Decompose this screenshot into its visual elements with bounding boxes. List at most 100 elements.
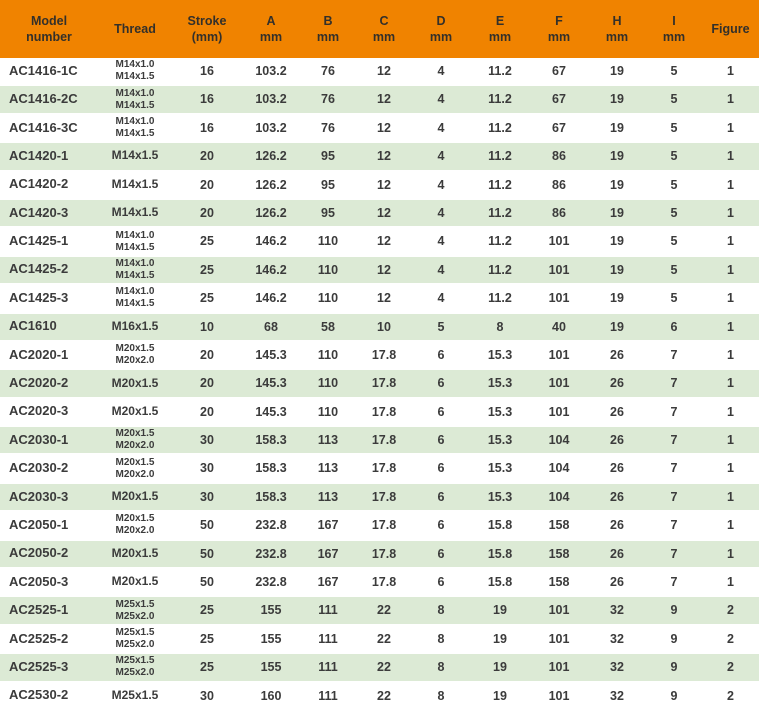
cell-h: 32 <box>588 596 646 626</box>
column-header-e: E mm <box>470 0 530 58</box>
cell-b: 110 <box>300 369 356 399</box>
cell-thread: M20x1.5 <box>98 482 172 513</box>
cell-h: 19 <box>588 255 646 286</box>
cell-figure: 1 <box>702 227 759 257</box>
column-header-b: B mm <box>300 0 356 58</box>
cell-f: 86 <box>530 170 588 200</box>
cell-model: AC2020-2 <box>0 369 98 399</box>
cell-figure: 1 <box>702 113 759 144</box>
cell-thread: M20x1.5 <box>98 369 172 399</box>
cell-a: 158.3 <box>242 426 300 456</box>
cell-model: AC1416-3C <box>0 113 98 144</box>
cell-e: 15.3 <box>470 482 530 513</box>
cell-b: 111 <box>300 653 356 683</box>
table-row: AC2525-1 M25x1.5 M25x2.0 25 155 111 22 8 19 101 3… <box>0 596 759 626</box>
cell-thread: M14x1.5 <box>98 142 172 172</box>
cell-i: 5 <box>646 284 702 314</box>
cell-h: 19 <box>588 142 646 172</box>
cell-e: 19 <box>470 596 530 626</box>
cell-figure: 1 <box>702 482 759 513</box>
cell-i: 7 <box>646 482 702 513</box>
column-header-stroke: Stroke (mm) <box>172 0 242 58</box>
cell-stroke: 20 <box>172 170 242 200</box>
cell-f: 158 <box>530 568 588 598</box>
cell-thread: M14x1.0 M14x1.5 <box>98 284 172 314</box>
cell-model: AC1416-2C <box>0 85 98 115</box>
cell-d: 8 <box>412 681 470 711</box>
cell-d: 4 <box>412 85 470 115</box>
cell-a: 103.2 <box>242 85 300 115</box>
cell-b: 110 <box>300 340 356 371</box>
cell-d: 4 <box>412 227 470 257</box>
cell-figure: 1 <box>702 568 759 598</box>
cell-thread: M25x1.5 M25x2.0 <box>98 596 172 626</box>
cell-e: 11.2 <box>470 58 530 87</box>
column-header-thread: Thread <box>98 0 172 58</box>
table-row: AC2525-2 M25x1.5 M25x2.0 25 155 111 22 8 19 101 3… <box>0 624 759 655</box>
cell-figure: 2 <box>702 681 759 711</box>
cell-e: 19 <box>470 653 530 683</box>
cell-figure: 2 <box>702 596 759 626</box>
table-row: AC1420-3 M14x1.5 20 126.2 95 12 4 11.2 86 19 5 1 <box>0 198 759 229</box>
cell-c: 22 <box>356 653 412 683</box>
column-header-model: Model number <box>0 0 98 58</box>
cell-i: 5 <box>646 58 702 87</box>
cell-stroke: 50 <box>172 539 242 570</box>
cell-figure: 1 <box>702 58 759 87</box>
cell-stroke: 30 <box>172 482 242 513</box>
cell-f: 104 <box>530 482 588 513</box>
cell-h: 19 <box>588 85 646 115</box>
cell-b: 111 <box>300 624 356 655</box>
cell-h: 19 <box>588 312 646 342</box>
column-header-i: I mm <box>646 0 702 58</box>
cell-c: 17.8 <box>356 511 412 541</box>
cell-model: AC1425-3 <box>0 284 98 314</box>
cell-d: 4 <box>412 142 470 172</box>
cell-thread: M14x1.0 M14x1.5 <box>98 227 172 257</box>
cell-thread: M16x1.5 <box>98 312 172 342</box>
cell-f: 101 <box>530 596 588 626</box>
cell-d: 6 <box>412 340 470 371</box>
cell-i: 7 <box>646 340 702 371</box>
cell-model: AC2525-1 <box>0 596 98 626</box>
cell-stroke: 16 <box>172 58 242 87</box>
cell-d: 4 <box>412 113 470 144</box>
cell-h: 26 <box>588 482 646 513</box>
cell-i: 5 <box>646 227 702 257</box>
cell-c: 17.8 <box>356 397 412 428</box>
cell-i: 5 <box>646 255 702 286</box>
cell-f: 104 <box>530 454 588 484</box>
cell-a: 232.8 <box>242 568 300 598</box>
cell-e: 11.2 <box>470 227 530 257</box>
cell-f: 67 <box>530 113 588 144</box>
cell-thread: M20x1.5 M20x2.0 <box>98 426 172 456</box>
cell-stroke: 25 <box>172 653 242 683</box>
cell-thread: M14x1.0 M14x1.5 <box>98 113 172 144</box>
cell-thread: M20x1.5 M20x2.0 <box>98 511 172 541</box>
cell-e: 11.2 <box>470 198 530 229</box>
cell-figure: 1 <box>702 170 759 200</box>
cell-thread: M14x1.5 <box>98 198 172 229</box>
table-row: AC2020-2 M20x1.5 20 145.3 110 17.8 6 15.3 101 26 7… <box>0 369 759 399</box>
table-row: AC2030-1 M20x1.5 M20x2.0 30 158.3 113 17.8 6 15… <box>0 426 759 456</box>
cell-c: 12 <box>356 58 412 87</box>
header-row: Model number Thread Stroke (mm) A mm B mm C m… <box>0 0 759 58</box>
cell-b: 167 <box>300 568 356 598</box>
cell-h: 19 <box>588 58 646 87</box>
cell-figure: 1 <box>702 142 759 172</box>
cell-f: 101 <box>530 681 588 711</box>
cell-a: 145.3 <box>242 397 300 428</box>
cell-b: 95 <box>300 170 356 200</box>
cell-figure: 1 <box>702 312 759 342</box>
cell-figure: 1 <box>702 85 759 115</box>
cell-e: 11.2 <box>470 113 530 144</box>
cell-thread: M20x1.5 <box>98 568 172 598</box>
cell-f: 101 <box>530 653 588 683</box>
cell-i: 5 <box>646 113 702 144</box>
cell-h: 26 <box>588 511 646 541</box>
cell-stroke: 16 <box>172 85 242 115</box>
cell-model: AC1610 <box>0 312 98 342</box>
cell-thread: M25x1.5 <box>98 681 172 711</box>
